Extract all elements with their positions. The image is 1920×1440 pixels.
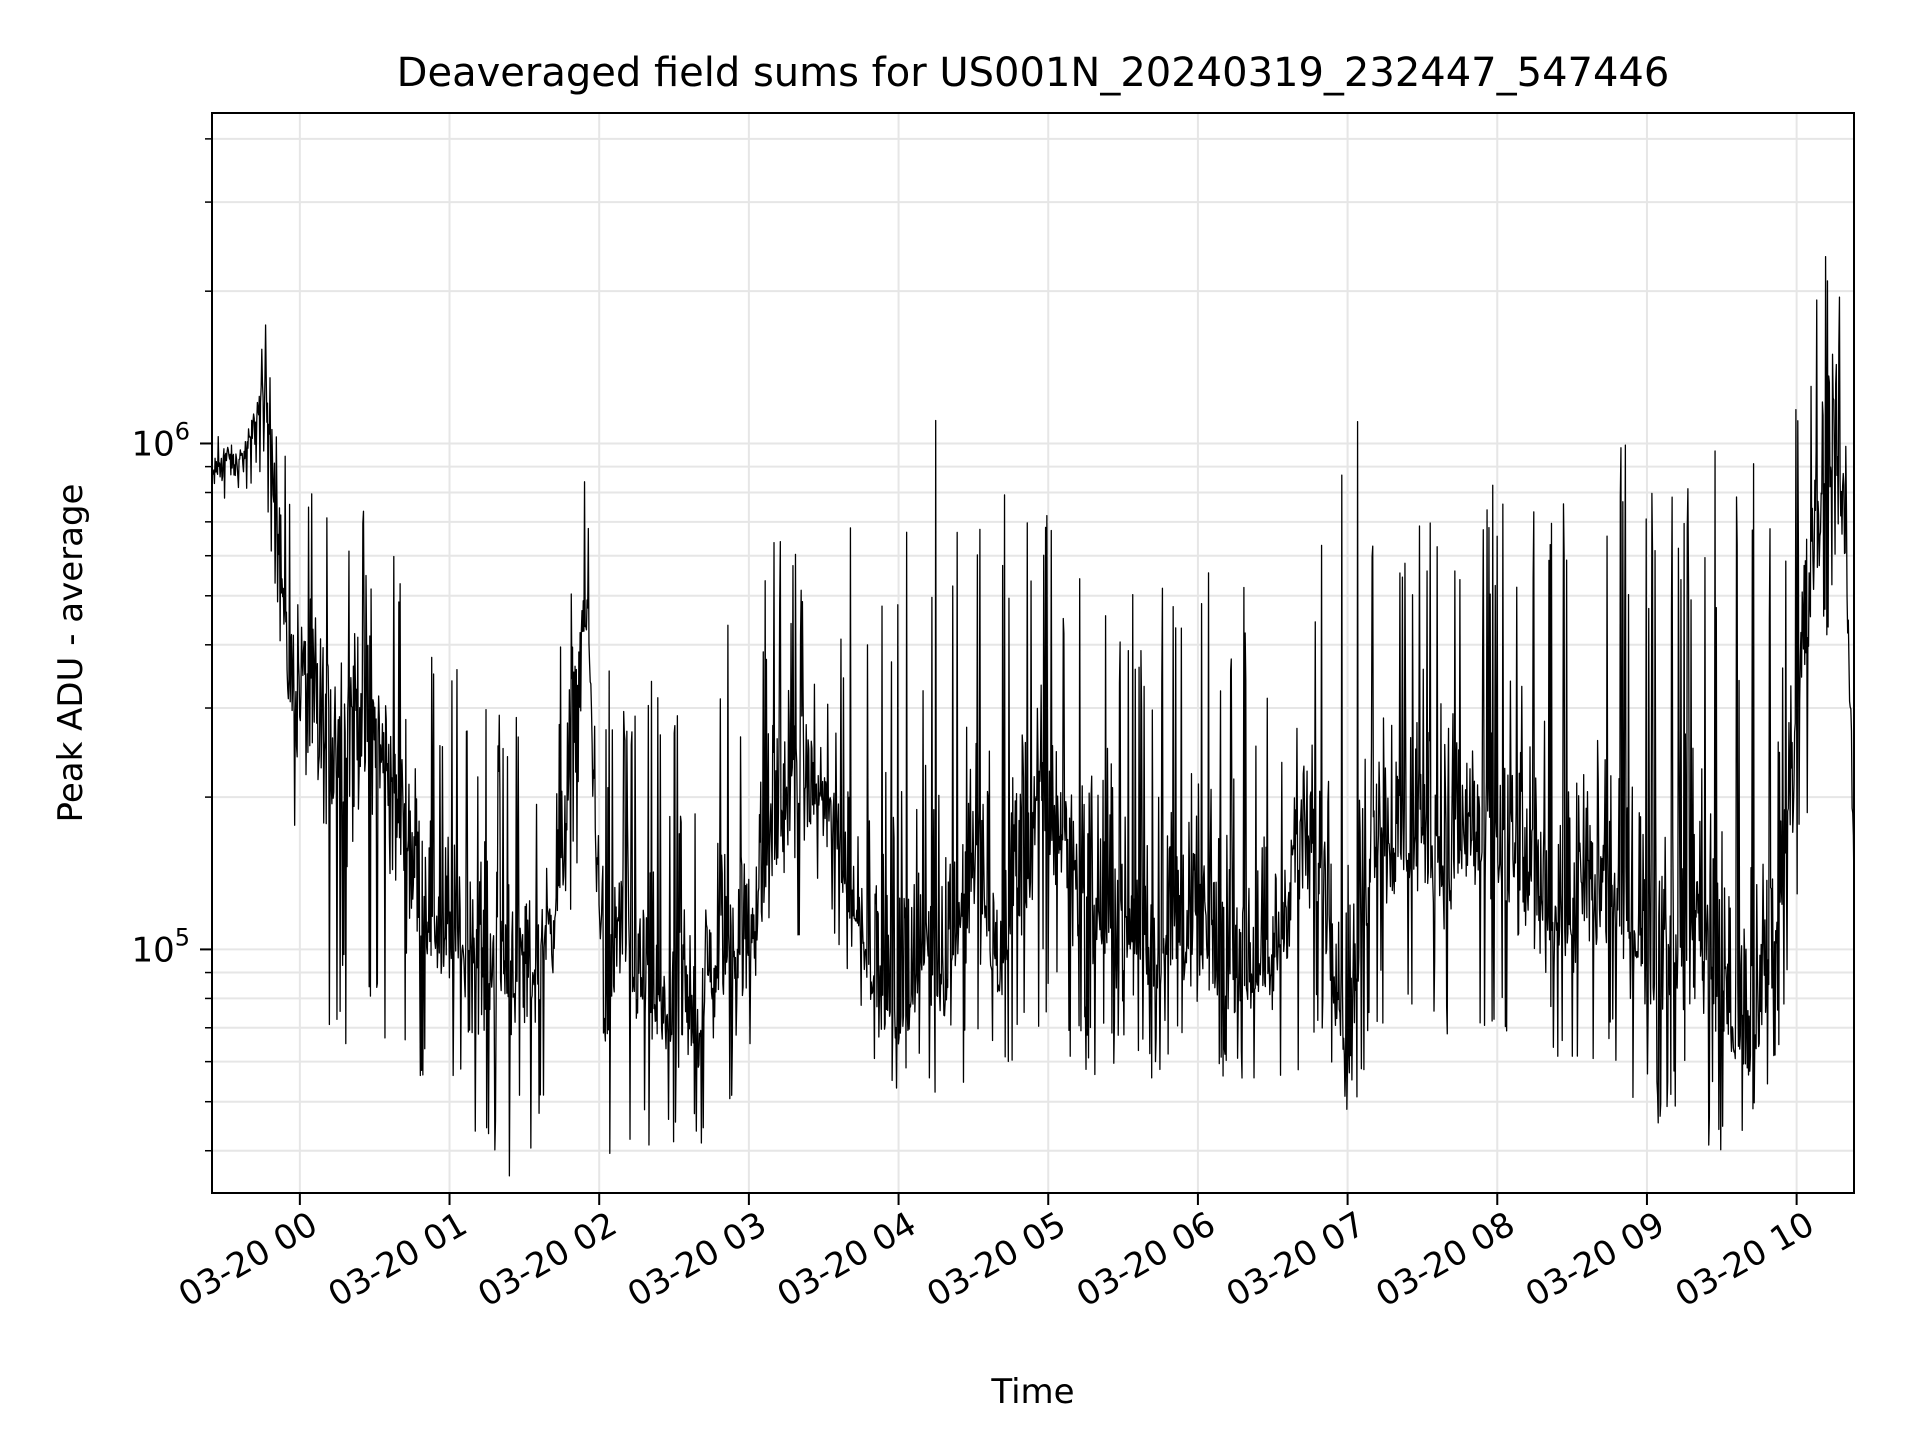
series-line — [211, 255, 1855, 1177]
axes-frame — [211, 112, 1855, 1194]
y-tick-label: 105 — [131, 923, 190, 970]
y-axis-label: Peak ADU - average — [51, 484, 91, 823]
series-layer — [211, 255, 1855, 1177]
x-axis-label: Time — [990, 1372, 1074, 1412]
y-tick-label: 106 — [131, 417, 190, 464]
chart-title: Deaveraged field sums for US001N_2024031… — [397, 50, 1670, 96]
